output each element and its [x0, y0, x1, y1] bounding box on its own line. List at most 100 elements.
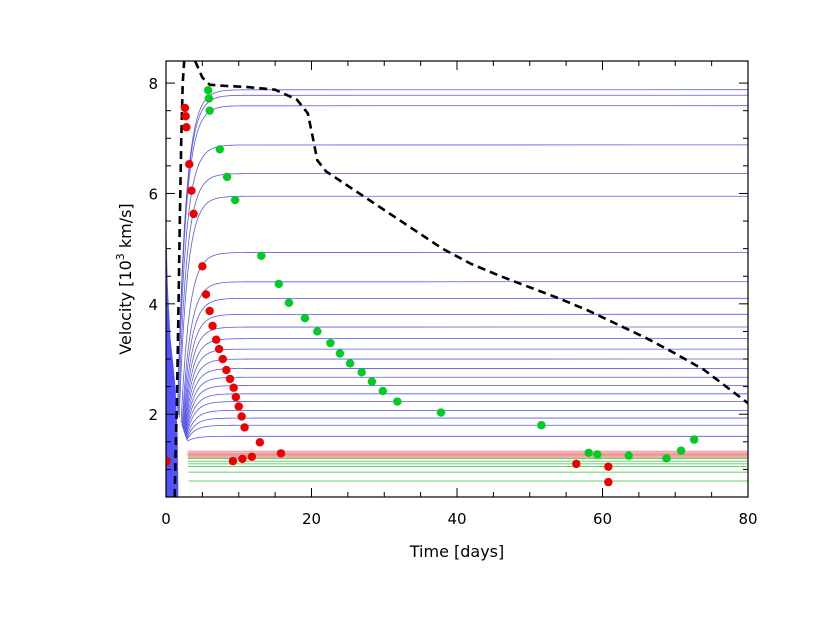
- red-data-point: [240, 423, 249, 432]
- x-axis-title: Time [days]: [409, 542, 505, 561]
- photosphere-curve: [173, 61, 186, 497]
- red-data-point: [189, 209, 198, 219]
- red-data-point: [180, 103, 190, 113]
- plot-area: [166, 61, 748, 497]
- red-data-point: [222, 365, 231, 375]
- green-data-point: [345, 359, 355, 368]
- red-data-point: [572, 459, 581, 469]
- x-tick-label: 60: [593, 510, 612, 528]
- blue-model-line: [184, 358, 748, 434]
- red-data-point: [238, 454, 247, 464]
- green-data-point: [313, 327, 322, 336]
- green-data-point: [205, 106, 214, 115]
- red-data-point: [187, 186, 196, 195]
- red-data-point: [182, 123, 191, 132]
- green-data-point: [326, 338, 335, 348]
- red-data-point: [231, 392, 241, 402]
- green-data-point: [274, 279, 283, 289]
- green-data-point: [393, 397, 402, 406]
- blue-model-line: [184, 376, 748, 436]
- blue-model-line: [178, 173, 748, 416]
- blue-model-line: [178, 195, 748, 418]
- blue-model-line: [177, 144, 748, 413]
- plot-frame: [165, 60, 749, 498]
- blue-model-line: [186, 435, 748, 442]
- green-data-point: [335, 349, 345, 358]
- green-data-point: [367, 377, 377, 386]
- green-data-point: [662, 454, 671, 463]
- y-tick-labels: 2 4 6 8: [148, 75, 158, 424]
- red-data-point: [604, 462, 613, 471]
- blue-model-line: [185, 409, 748, 439]
- green-data-point: [436, 408, 446, 417]
- blue-model-line: [183, 326, 748, 431]
- green-data-point: [230, 195, 240, 205]
- green-data-points: [203, 86, 699, 463]
- red-data-points: [166, 103, 613, 487]
- green-model-lines: [187, 457, 748, 482]
- red-data-point: [237, 412, 246, 421]
- green-data-point: [204, 94, 214, 103]
- x-tick-label: 0: [161, 510, 171, 528]
- red-data-point: [201, 290, 211, 299]
- red-data-point: [228, 456, 238, 466]
- green-data-point: [537, 421, 546, 430]
- red-data-point: [255, 438, 265, 447]
- red-data-point: [214, 344, 224, 354]
- y-axis-title-main: Velocity [10: [116, 260, 135, 354]
- blue-model-line: [177, 94, 748, 408]
- green-data-point: [593, 450, 602, 459]
- green-data-point: [215, 145, 225, 154]
- y-axis-title: Velocity [103 km/s]: [114, 203, 135, 354]
- blue-model-line: [183, 338, 748, 432]
- blue-model-line: [185, 385, 748, 437]
- green-data-point: [584, 448, 593, 458]
- x-tick-label: 80: [738, 510, 757, 528]
- green-data-point: [300, 313, 310, 323]
- green-data-point: [689, 435, 699, 444]
- y-axis-title-superscript: 3: [114, 253, 127, 260]
- y-axis-title-units: km/s]: [116, 203, 135, 253]
- blue-model-line: [182, 313, 748, 430]
- blue-model-line: [183, 348, 748, 433]
- green-data-point: [676, 446, 686, 455]
- blue-model-line: [181, 281, 748, 426]
- blue-model-lines: [177, 89, 748, 442]
- axis-ticks: [165, 61, 749, 498]
- red-data-point: [211, 335, 221, 344]
- blue-model-line: [177, 89, 748, 407]
- green-data-point: [284, 298, 294, 307]
- red-data-point: [276, 449, 286, 458]
- photosphere-dashed-curves: [173, 61, 748, 497]
- x-tick-labels: 0 20 40 60 80: [161, 510, 757, 528]
- red-data-point: [185, 160, 194, 169]
- x-tick-label: 40: [447, 510, 466, 528]
- green-data-point: [624, 451, 633, 460]
- blue-model-line: [182, 297, 748, 428]
- y-tick-label: 2: [148, 406, 158, 424]
- red-data-point: [247, 452, 257, 461]
- red-data-point: [208, 321, 217, 331]
- blue-model-line: [184, 368, 748, 435]
- red-data-point: [225, 374, 235, 384]
- green-data-point: [203, 86, 213, 95]
- x-tick-label: 20: [302, 510, 321, 528]
- red-data-point: [234, 402, 243, 411]
- blue-model-line: [186, 424, 748, 441]
- photosphere-curve: [193, 61, 748, 405]
- green-data-point: [257, 251, 266, 261]
- green-data-point: [378, 386, 387, 396]
- red-data-point: [181, 111, 190, 121]
- y-tick-label: 4: [148, 296, 158, 314]
- red-data-point: [166, 456, 171, 466]
- blue-model-line: [185, 393, 748, 438]
- blue-model-line: [180, 252, 748, 423]
- y-tick-label: 8: [148, 75, 158, 93]
- red-data-point: [229, 383, 238, 392]
- red-data-point: [205, 306, 214, 316]
- red-data-point: [604, 477, 613, 487]
- red-data-point: [218, 354, 227, 364]
- red-data-point: [198, 262, 207, 271]
- green-data-point: [222, 172, 232, 182]
